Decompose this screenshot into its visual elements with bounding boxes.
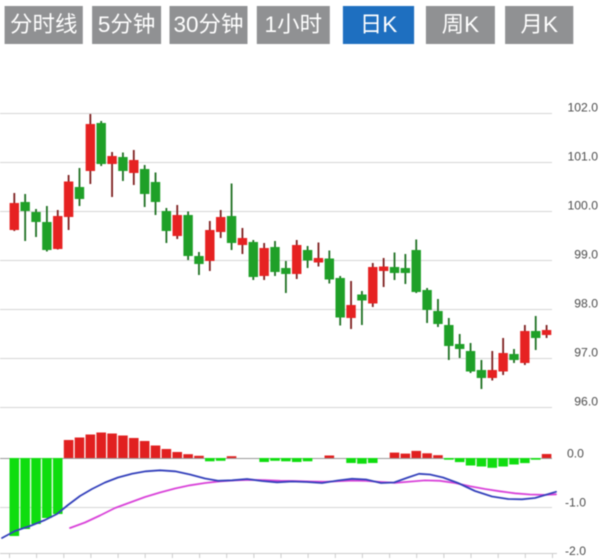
svg-text:101.0: 101.0 [568, 150, 599, 164]
svg-text:1: 1 [265, 12, 278, 37]
svg-text:0: 0 [186, 12, 199, 37]
svg-text:3: 3 [173, 12, 186, 37]
svg-text:102.0: 102.0 [568, 101, 599, 115]
svg-text:97.0: 97.0 [574, 346, 598, 360]
svg-text:100.0: 100.0 [568, 199, 599, 213]
svg-text:K: K [543, 12, 558, 37]
svg-text:99.0: 99.0 [574, 248, 598, 262]
svg-text:-1.0: -1.0 [565, 496, 586, 510]
svg-text:K: K [464, 12, 479, 37]
svg-text:5: 5 [98, 12, 111, 37]
svg-text:98.0: 98.0 [574, 297, 598, 311]
svg-text:0.0: 0.0 [567, 447, 584, 461]
svg-text:K: K [382, 12, 397, 37]
svg-text:-2.0: -2.0 [565, 544, 586, 558]
svg-text:96.0: 96.0 [574, 395, 598, 409]
